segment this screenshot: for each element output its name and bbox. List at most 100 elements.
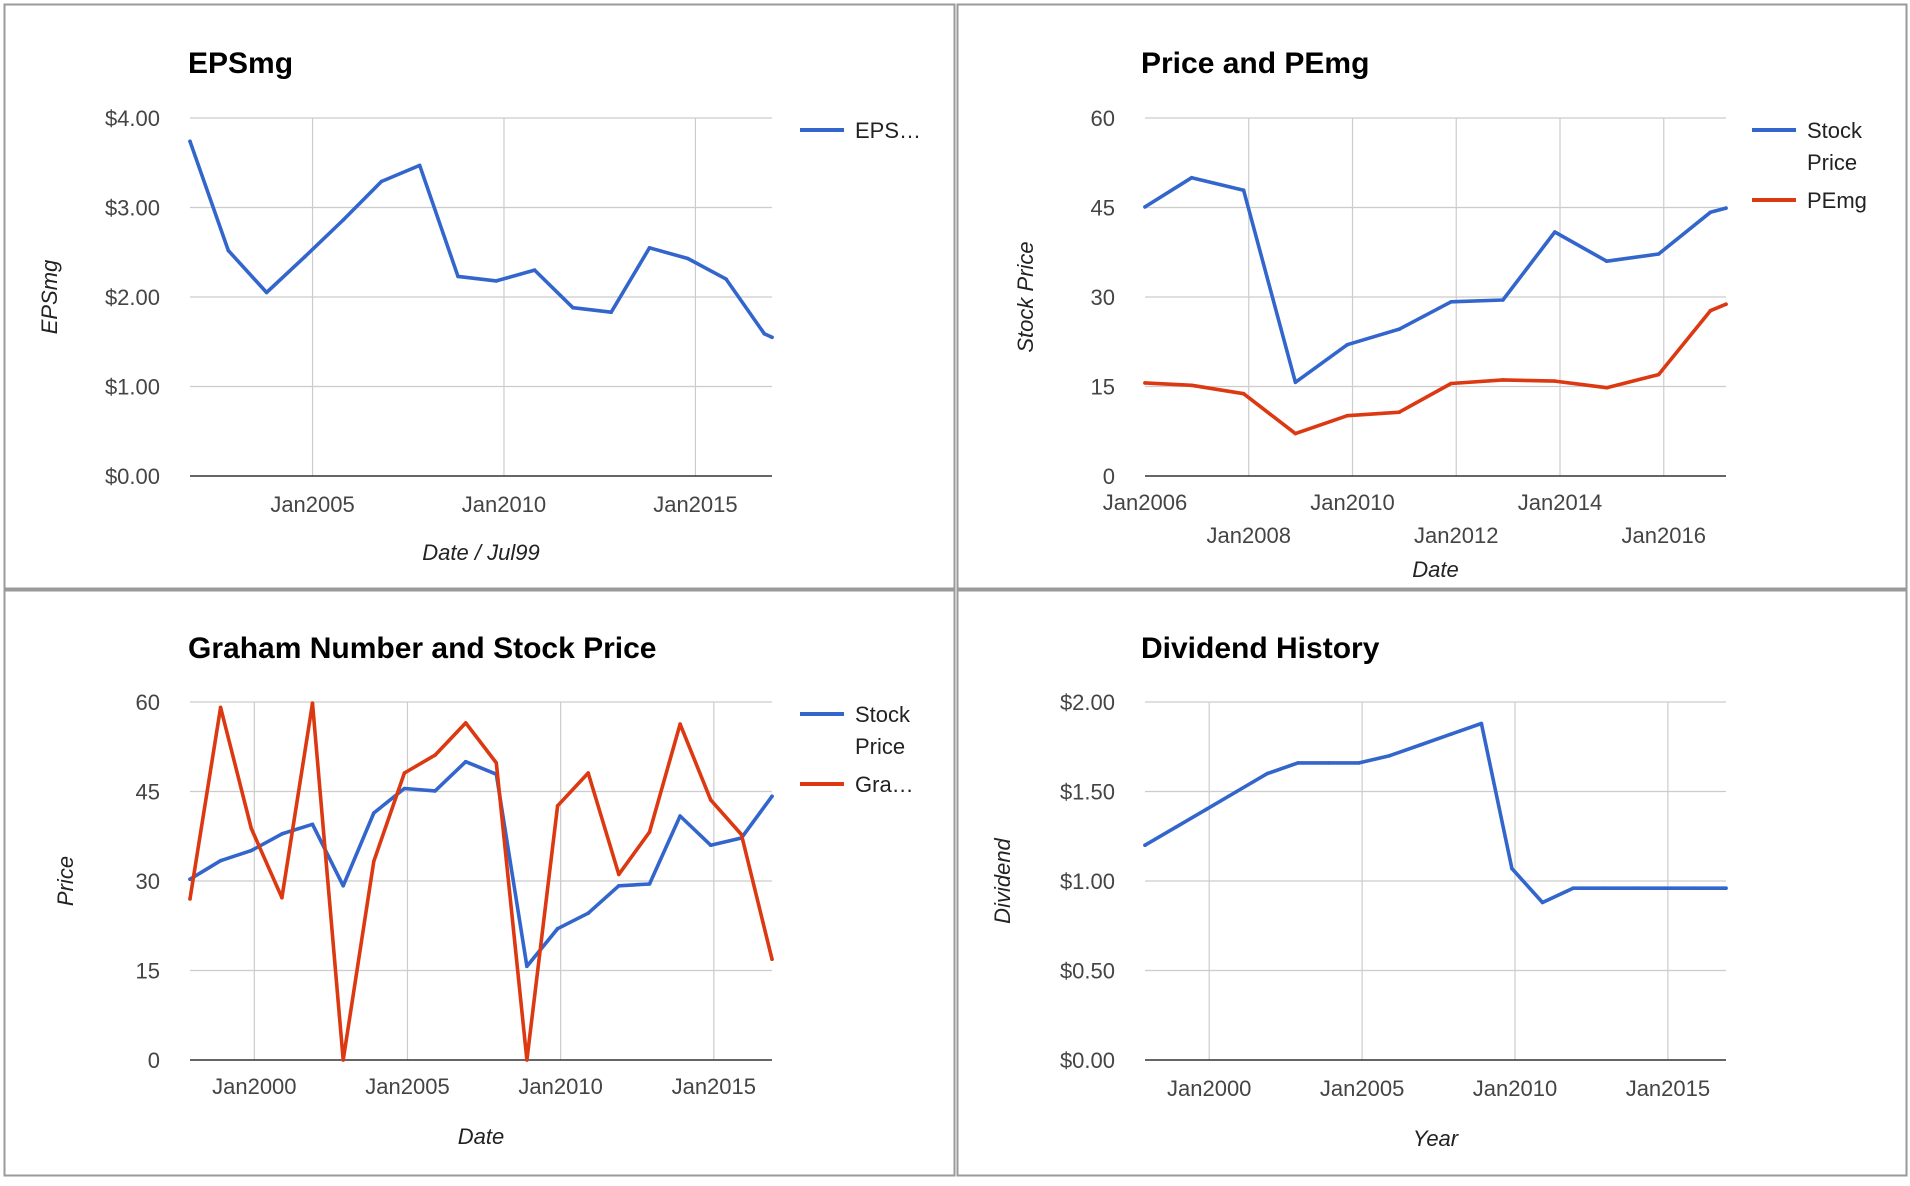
data-point [456,274,460,279]
x-tick-label: Jan2015 [672,1074,756,1099]
data-point [1293,380,1298,385]
y-tick-label: 60 [1091,106,1115,131]
x-tick-label: Jan2005 [365,1074,449,1099]
x-tick-label: Jan2010 [462,492,546,517]
data-point [1501,378,1505,382]
data-point [1724,302,1728,307]
y-tick-label: 45 [1091,196,1115,221]
data-point [1265,771,1270,776]
y-tick-label: $0.00 [105,464,160,489]
data-point [708,798,713,802]
data-point [678,814,682,818]
data-point [770,335,774,340]
data-point [1656,372,1661,377]
y-axis-title: EPSmg [37,259,62,334]
data-point [1189,175,1194,180]
y-tick-label: $4.00 [105,106,160,131]
data-point [310,822,315,827]
data-point [249,848,254,853]
chart-ticks: 0 15 30 45 60 Jan2006 Jan2008 Jan2010 Jan2012 Jan… [1091,106,1706,548]
data-point [218,705,223,710]
chart-price-and-pemg: Price and PEmg 0 15 30 45 60 Jan2006 Jan2008 Ja… [1013,47,1867,582]
data-point [708,843,713,847]
data-point [647,246,652,250]
data-point [226,248,231,253]
chart-title: Graham Number and Stock Price [188,632,657,665]
data-point [1540,900,1545,905]
chart-marks [188,701,774,1062]
data-point [770,957,774,961]
y-tick-label: 0 [1103,464,1115,489]
data-point [372,811,376,815]
data-point [494,279,499,283]
data-point [1501,298,1505,302]
data-point [1571,886,1575,890]
data-point [770,794,774,799]
x-tick-label: Jan2015 [653,492,737,517]
data-point [1632,886,1637,890]
y-tick-label: 0 [148,1048,160,1073]
data-point [617,872,621,877]
data-point [1724,206,1728,210]
x-tick-label: Jan2016 [1622,523,1706,548]
data-point [678,722,682,726]
legend-label: EPS… [855,118,921,143]
y-tick-label: 15 [1091,375,1115,400]
data-point [532,268,537,272]
x-tick-label: Jan2000 [212,1074,296,1099]
data-point [494,761,499,765]
data-point [433,789,437,793]
y-axis-title: Stock Price [1013,241,1038,352]
chart-graham-number-and-stock-price: Graham Number and Stock Price 0 15 30 45 60 J… [53,632,914,1149]
x-tick-label: Jan2006 [1103,490,1187,515]
data-point [218,858,223,863]
data-point [609,310,613,315]
data-point [1693,886,1698,890]
y-tick-label: 45 [136,780,160,805]
legend-label: Stock Price [855,702,911,759]
data-point [617,884,621,888]
data-point [1604,385,1609,390]
data-point [1708,308,1713,313]
series-line [1143,721,1728,905]
y-tick-label: $0.50 [1060,959,1115,984]
x-tick-label: Jan2008 [1207,523,1291,548]
data-point [264,290,269,295]
data-point [188,139,192,144]
data-point [762,331,767,336]
chart-grid [190,701,772,1061]
chart-legend: Stock Price Gra… [800,702,914,797]
data-point [525,1058,529,1062]
data-point [1387,753,1392,758]
legend-label: PEmg [1807,188,1867,213]
y-axis-title: Price [53,856,78,906]
panel-border [956,3,1908,590]
x-tick-label: Jan2010 [1310,490,1394,515]
data-point [1189,383,1194,388]
chart-ticks: $0.00 $0.50 $1.00 $1.50 $2.00 Jan2000 Jan2005 J… [1060,690,1710,1101]
data-point [1418,743,1422,747]
data-point [586,771,590,775]
data-point [1296,761,1300,765]
data-point [1510,866,1514,871]
chart-title: EPSmg [188,47,293,80]
y-tick-label: $1.00 [1060,869,1115,894]
legend-label: Gra… [855,772,914,797]
data-point [1234,789,1239,794]
data-point [647,830,652,834]
y-tick-label: 30 [136,869,160,894]
data-point [1173,825,1178,830]
chart-grid [1145,117,1726,477]
x-tick-label: Jan2005 [1320,1076,1404,1101]
data-point [402,786,407,791]
x-axis-title: Date / Jul99 [422,540,539,565]
chart-title: Dividend History [1141,632,1380,665]
data-point [1663,886,1667,890]
data-point [341,1058,346,1062]
panel-border [3,3,956,590]
x-axis-title: Date [1412,557,1458,582]
panel-border [956,589,1908,1177]
y-tick-label: 60 [136,690,160,715]
series-line [188,701,774,1062]
x-axis-title: Date [458,1124,504,1149]
